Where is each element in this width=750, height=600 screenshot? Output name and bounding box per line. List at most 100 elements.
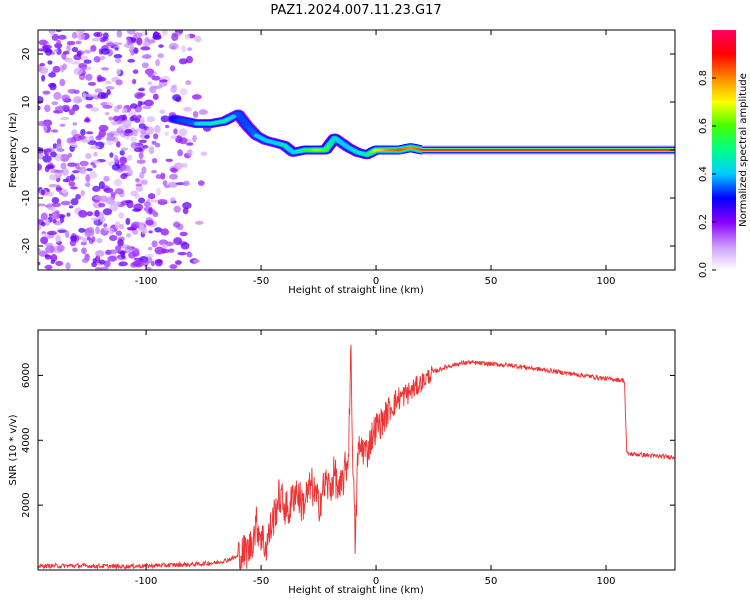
noise-speckle: [59, 78, 66, 87]
noise-speckle: [51, 101, 58, 106]
noise-speckle: [43, 148, 52, 153]
noise-speckle: [139, 171, 145, 179]
spectrogram-y-tick-label: 0: [21, 147, 32, 153]
noise-speckle: [130, 103, 138, 109]
noise-speckle: [57, 34, 67, 40]
noise-speckle: [103, 175, 110, 182]
noise-speckle: [154, 227, 163, 233]
noise-speckle: [84, 230, 91, 238]
noise-speckle: [90, 107, 99, 112]
noise-speckle: [90, 162, 95, 166]
figure-title: PAZ1.2024.007.11.23.G17: [270, 3, 441, 18]
noise-speckle: [78, 227, 86, 233]
noise-speckle: [161, 248, 167, 254]
noise-speckle: [131, 229, 139, 235]
noise-speckle: [98, 129, 107, 138]
noise-speckle: [80, 189, 85, 197]
spectrogram-x-ticks: -100 -50 0 50 100: [135, 30, 616, 287]
noise-speckle: [164, 184, 171, 189]
noise-speckle: [42, 154, 52, 163]
spectrogram-x-tick-label: 50: [485, 276, 498, 287]
noise-speckle: [137, 88, 146, 92]
noise-speckle: [198, 109, 208, 115]
spectrogram-y-ticks: -20 -10 0 10 20: [21, 48, 675, 254]
noise-speckle: [137, 100, 143, 107]
snr-x-ticks: -100 -50 0 50 100: [135, 330, 616, 587]
noise-speckle: [95, 226, 100, 235]
noise-speckle: [110, 191, 117, 196]
noise-speckle: [44, 121, 51, 127]
noise-speckle: [42, 44, 53, 49]
noise-speckle: [94, 250, 105, 257]
noise-speckle: [84, 182, 91, 187]
noise-speckle: [72, 122, 78, 126]
noise-speckle: [62, 50, 70, 55]
noise-speckle: [77, 32, 86, 41]
noise-speckle: [130, 190, 138, 197]
noise-speckle: [97, 91, 107, 100]
noise-speckle: [45, 245, 55, 254]
noise-speckle: [55, 30, 62, 33]
noise-speckle: [60, 162, 67, 170]
noise-speckle: [173, 205, 181, 213]
noise-speckle: [182, 207, 189, 215]
noise-speckle: [102, 32, 109, 39]
noise-speckle: [85, 116, 90, 122]
noise-speckle: [54, 171, 63, 179]
noise-speckle: [177, 251, 187, 256]
noise-speckle: [49, 82, 57, 91]
noise-speckle: [108, 116, 114, 121]
noise-speckle: [39, 62, 45, 67]
noise-speckle: [91, 37, 101, 42]
noise-speckle: [140, 31, 149, 37]
noise-speckle: [136, 159, 146, 164]
noise-speckle: [51, 129, 59, 133]
noise-speckle: [70, 142, 78, 148]
snr-frame: [37, 329, 676, 571]
noise-speckle: [76, 50, 82, 57]
noise-speckle: [103, 187, 114, 193]
noise-speckle: [51, 197, 60, 204]
noise-speckle: [142, 144, 149, 149]
snr-x-tick-label: 0: [373, 576, 379, 587]
colorbar-tick-label: 0.6: [698, 118, 709, 134]
colorbar: 0.0 0.2 0.4 0.6 0.8 Normalized spectral ampl…: [698, 30, 749, 278]
noise-speckle: [44, 47, 53, 56]
noise-speckle: [40, 221, 46, 227]
noise-speckle: [164, 131, 170, 137]
noise-speckle: [121, 253, 126, 259]
noise-speckle: [73, 96, 83, 104]
noise-speckle: [70, 198, 79, 206]
noise-speckle: [38, 224, 42, 231]
noise-speckle: [69, 174, 75, 182]
noise-speckle: [71, 31, 78, 39]
noise-speckle: [87, 140, 97, 146]
noise-speckle: [133, 147, 143, 153]
noise-speckle: [143, 201, 152, 208]
noise-speckle: [169, 173, 178, 180]
noise-speckle: [134, 92, 144, 99]
noise-speckle: [151, 140, 157, 145]
noise-speckle: [59, 153, 70, 162]
noise-speckle: [143, 99, 154, 107]
ridge-mark: [324, 146, 329, 150]
snr-plot-area: [38, 330, 675, 570]
spectrogram-x-tick-label: -50: [253, 276, 269, 287]
colorbar-tick-label: 0.2: [698, 214, 709, 230]
noise-speckle: [151, 157, 158, 164]
noise-speckle: [108, 234, 118, 242]
noise-speckle: [135, 185, 144, 192]
noise-speckle: [145, 266, 152, 270]
noise-speckle: [137, 197, 146, 204]
noise-speckle: [72, 104, 80, 111]
noise-speckle: [126, 200, 134, 209]
noise-speckle: [122, 107, 128, 113]
noise-speckle: [60, 188, 68, 194]
noise-speckle: [40, 189, 45, 196]
noise-speckle: [178, 128, 188, 137]
noise-speckle: [156, 187, 161, 196]
noise-speckle: [96, 237, 103, 244]
noise-speckle: [137, 114, 142, 119]
noise-speckle: [132, 78, 137, 85]
